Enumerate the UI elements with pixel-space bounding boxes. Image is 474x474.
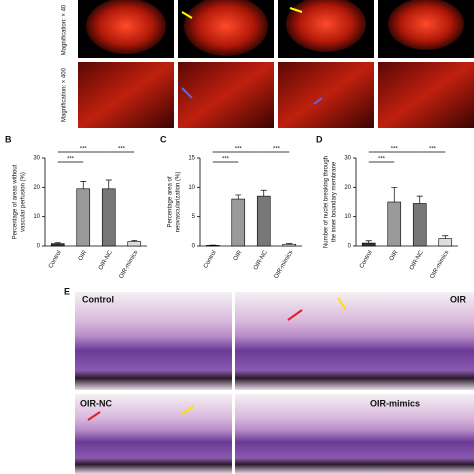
significance-label: *** [222, 157, 230, 163]
error-bar [365, 240, 372, 244]
bar [231, 198, 246, 247]
y-tick-label: 30 [344, 156, 351, 162]
image-label: OIR-mimics [370, 398, 420, 408]
x-tick-label: Control [359, 250, 374, 270]
error-bar [105, 179, 112, 189]
y-tick-label: 30 [33, 156, 40, 162]
error-bar [260, 189, 267, 197]
x-tick-label: Control [48, 250, 63, 270]
x-tick-label: OIR [389, 249, 400, 262]
y-axis-label: the inner boundary membrane [332, 161, 338, 242]
y-tick-label: 10 [188, 185, 195, 191]
y-tick-label: 15 [188, 156, 195, 162]
bar [282, 243, 297, 247]
significance-label: *** [391, 147, 399, 153]
y-tick-label: 0 [192, 244, 196, 250]
bar [76, 188, 91, 247]
significance-label: *** [118, 147, 126, 153]
error-bar [131, 240, 138, 242]
y-tick-label: 20 [344, 185, 351, 191]
y-tick-label: 20 [33, 185, 40, 191]
row-label: Magnification: × 40 [62, 4, 68, 55]
bar [438, 238, 453, 247]
x-tick-label: OIR-mimics [273, 250, 294, 280]
error-bar [391, 186, 398, 202]
bar [50, 243, 65, 247]
y-tick-label: 10 [33, 214, 40, 220]
panel-label: E [64, 286, 70, 296]
panel-a-images [78, 0, 474, 128]
significance-label: *** [429, 147, 437, 153]
panel-label: B [5, 134, 12, 144]
significance-label: *** [80, 147, 88, 153]
error-bar [80, 181, 87, 189]
panel-label: D [316, 134, 323, 144]
x-tick-label: Control [203, 250, 218, 270]
y-tick-label: 0 [37, 244, 41, 250]
error-bar [416, 195, 423, 204]
y-tick-label: 10 [344, 214, 351, 220]
x-tick-label: OIR [78, 249, 89, 262]
x-tick-label: OIR-NC [98, 249, 114, 271]
bar [256, 195, 271, 247]
significance-label: *** [273, 147, 281, 153]
error-bar [235, 194, 242, 200]
error-bar [442, 235, 449, 239]
y-axis-label: Percentage of areas without [13, 164, 19, 239]
y-axis-label: Number of nuclei breaking through [324, 156, 330, 248]
panel-e-images [75, 292, 474, 474]
bar [205, 245, 220, 247]
image-label: OIR [450, 294, 467, 304]
bar [127, 241, 142, 247]
x-tick-label: OIR-NC [253, 249, 269, 271]
y-axis-label: neovascularization (%) [176, 172, 182, 233]
image-label: OIR-NC [80, 398, 112, 408]
x-tick-label: OIR-mimics [118, 250, 139, 280]
bar [361, 242, 376, 247]
bar [101, 188, 116, 247]
y-tick-label: 5 [192, 214, 196, 220]
significance-label: *** [235, 147, 243, 153]
significance-label: *** [67, 157, 75, 163]
y-axis-label: Percentage area of [168, 176, 174, 227]
y-tick-label: 0 [348, 244, 352, 250]
significance-label: *** [378, 157, 386, 163]
y-axis-label: vascular perfusion (%) [21, 172, 27, 232]
x-tick-label: OIR-NC [409, 249, 425, 271]
image-label: Control [82, 294, 114, 304]
bar [412, 203, 427, 247]
bar [387, 201, 402, 247]
error-bar [286, 243, 293, 245]
x-tick-label: OIR [233, 249, 244, 262]
row-label: Magnification: × 400 [62, 67, 68, 122]
x-tick-label: OIR-mimics [429, 250, 450, 280]
panel-label: C [160, 134, 167, 144]
error-bar [54, 242, 61, 244]
